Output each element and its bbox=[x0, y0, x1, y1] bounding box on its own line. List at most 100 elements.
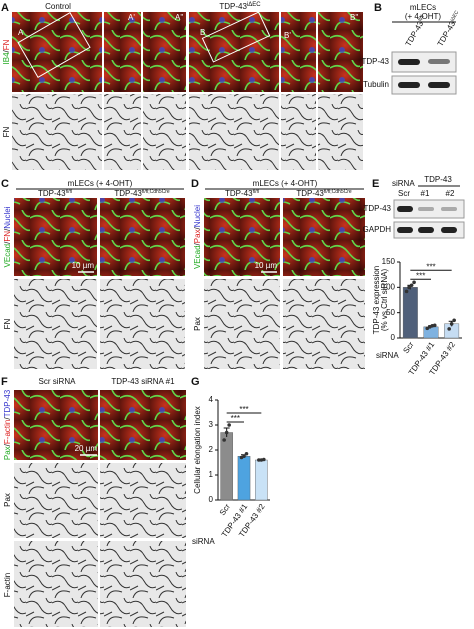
row-label: Pax bbox=[193, 317, 202, 331]
micrograph bbox=[100, 279, 185, 369]
micrograph bbox=[100, 541, 186, 627]
data-point bbox=[262, 457, 266, 462]
micrograph bbox=[281, 12, 316, 92]
micrograph bbox=[100, 463, 186, 538]
micrograph bbox=[100, 390, 186, 460]
col-label: TDP-43 siRNA #1 bbox=[111, 377, 175, 386]
y-tick-label: 2 bbox=[209, 445, 214, 454]
data-point bbox=[452, 318, 456, 323]
row-label: Pax bbox=[3, 493, 12, 507]
panel-label: F bbox=[1, 376, 8, 388]
data-point bbox=[432, 323, 437, 328]
scale-label: 20 µm bbox=[75, 444, 98, 453]
group-label: Control bbox=[45, 2, 71, 11]
micrograph bbox=[204, 198, 280, 276]
micrograph bbox=[283, 198, 365, 276]
y-axis-label: TDP-43 expression bbox=[372, 266, 381, 334]
data-point bbox=[407, 285, 411, 290]
micrograph bbox=[281, 94, 316, 170]
y-tick-label: 50 bbox=[386, 308, 395, 317]
band bbox=[441, 207, 457, 211]
blot bbox=[391, 75, 457, 95]
data-point bbox=[224, 430, 229, 435]
condition: mLECs bbox=[410, 3, 436, 12]
y-tick-label: 4 bbox=[209, 395, 214, 404]
band bbox=[397, 206, 413, 212]
col-label: TDP-43fl/fl;Cdh5Cre bbox=[114, 189, 170, 198]
scale-label: 10 µm bbox=[72, 261, 95, 270]
y-tick-label: 100 bbox=[382, 282, 396, 291]
micrograph bbox=[318, 12, 363, 92]
lane-label: Scr bbox=[398, 189, 410, 198]
micrograph bbox=[143, 94, 186, 170]
micrograph bbox=[204, 279, 280, 369]
inset-label: A' bbox=[128, 13, 135, 22]
y-tick-label: 3 bbox=[209, 420, 214, 429]
row-label: FN bbox=[2, 126, 11, 137]
blot-label: GAPDH bbox=[363, 225, 392, 234]
data-point bbox=[404, 289, 409, 294]
band bbox=[418, 207, 434, 211]
sig-label: *** bbox=[416, 271, 425, 280]
x-tick-label: Scr bbox=[218, 502, 232, 517]
panel-label: A bbox=[1, 2, 9, 14]
lane-label: #1 bbox=[421, 189, 430, 198]
condition: mLECs (+ 4-OHT) bbox=[253, 179, 318, 188]
inset-label: B'' bbox=[350, 13, 359, 22]
band bbox=[397, 227, 413, 233]
micrograph bbox=[12, 12, 102, 92]
col-label: TDP-43fl/fl bbox=[38, 189, 72, 198]
micrograph bbox=[318, 94, 363, 170]
row-label: F-actin bbox=[3, 573, 12, 597]
micrograph bbox=[189, 94, 279, 170]
sig-label: *** bbox=[231, 414, 240, 423]
condition: mLECs (+ 4-OHT) bbox=[68, 179, 133, 188]
micrograph bbox=[14, 541, 98, 627]
group-label: TDP-43iΔEC bbox=[219, 2, 261, 12]
blot-label: Tubulin bbox=[363, 80, 389, 89]
stain-label: VEcad/FN/Nuclei bbox=[3, 206, 12, 267]
data-point bbox=[227, 423, 231, 427]
col-label: TDP-43fl/fl bbox=[225, 189, 259, 198]
panel-label: D bbox=[191, 178, 199, 190]
data-point bbox=[409, 283, 414, 288]
x-tick-label: Scr bbox=[401, 340, 415, 355]
stain-label: VEcad/Pax/Nuclei bbox=[193, 205, 202, 269]
lane-label: #2 bbox=[446, 189, 455, 198]
inset-box bbox=[17, 11, 91, 79]
micrograph bbox=[104, 12, 141, 92]
blot bbox=[391, 51, 457, 73]
x-axis-label: siRNA bbox=[192, 537, 215, 546]
inset-label: A bbox=[18, 28, 24, 37]
inset-label: B' bbox=[284, 31, 291, 40]
micrograph bbox=[100, 198, 185, 276]
x-axis-label: siRNA bbox=[376, 351, 399, 360]
panel-label: C bbox=[1, 178, 9, 190]
band bbox=[428, 82, 450, 88]
data-point bbox=[412, 280, 416, 285]
bar bbox=[237, 456, 251, 501]
y-tick-label: 150 bbox=[382, 257, 396, 266]
stain-label: IB4/FN bbox=[2, 39, 11, 64]
data-point bbox=[244, 451, 249, 456]
micrograph bbox=[14, 390, 98, 460]
inset-box bbox=[201, 11, 271, 63]
band bbox=[398, 82, 420, 88]
bar bbox=[255, 459, 268, 501]
band bbox=[428, 59, 450, 64]
row-label: FN bbox=[3, 318, 12, 329]
band bbox=[418, 227, 434, 233]
sig-label: *** bbox=[426, 262, 435, 271]
blot-label: TDP-43 bbox=[361, 57, 389, 66]
blot-label: TDP-43 bbox=[363, 204, 391, 213]
condition: (+ 4-OHT) bbox=[405, 12, 442, 21]
y-tick-label: 0 bbox=[391, 333, 396, 342]
bar bbox=[402, 287, 418, 339]
panel-label: G bbox=[191, 376, 200, 388]
sig-label: *** bbox=[239, 405, 248, 414]
y-axis-label: Cellular elongation index bbox=[193, 406, 202, 494]
band bbox=[441, 227, 457, 233]
data-point bbox=[449, 322, 454, 326]
micrograph bbox=[14, 463, 98, 538]
